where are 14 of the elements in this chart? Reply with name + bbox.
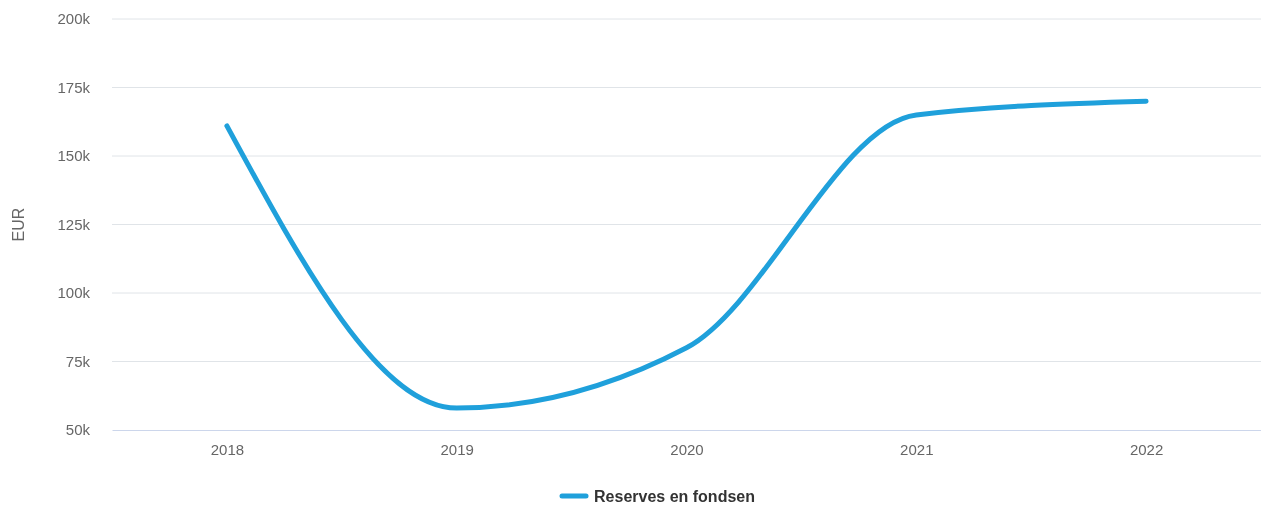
- y-tick-label: 125k: [57, 215, 91, 233]
- y-tick-label: 175k: [57, 78, 91, 96]
- y-tick-label: 100k: [57, 284, 91, 302]
- x-tick-label: 2018: [210, 440, 245, 458]
- y-tick-label: 200k: [57, 10, 91, 28]
- x-tick-label: 2022: [1129, 440, 1164, 458]
- y-tick-label: 150k: [57, 147, 91, 165]
- x-tick-label: 2020: [670, 440, 704, 458]
- x-tick-label: 2019: [440, 440, 474, 458]
- y-tick-label: 75k: [65, 352, 91, 370]
- y-tick-label: 50k: [65, 421, 91, 439]
- legend-label: Reserves en fondsen: [594, 488, 755, 505]
- y-axis-title: EUR: [10, 207, 27, 242]
- x-tick-label: 2021: [900, 440, 934, 458]
